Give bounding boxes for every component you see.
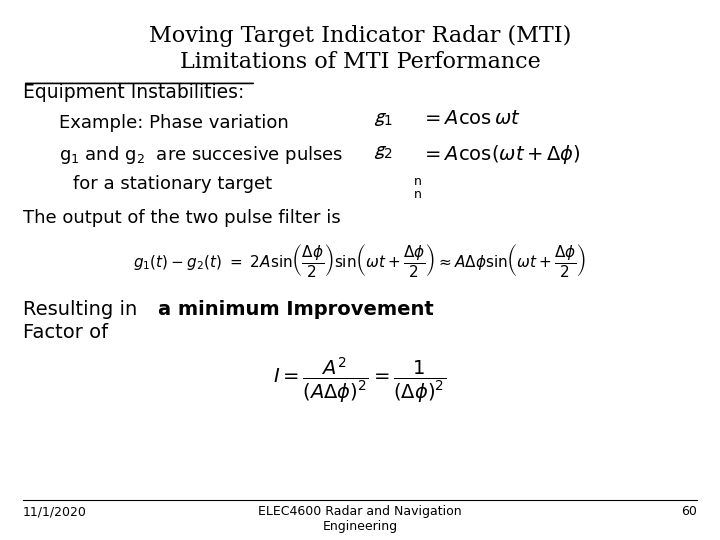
Text: a minimum Improvement: a minimum Improvement: [158, 300, 433, 319]
Text: $\mathcal{g}_1$: $\mathcal{g}_1$: [374, 110, 394, 128]
Text: 11/1/2020: 11/1/2020: [23, 505, 87, 518]
Text: ELEC4600 Radar and Navigation
Engineering: ELEC4600 Radar and Navigation Engineerin…: [258, 505, 462, 533]
Text: Factor of: Factor of: [23, 323, 108, 342]
Text: 60: 60: [681, 505, 697, 518]
Text: Equipment Instabilities:: Equipment Instabilities:: [23, 83, 244, 103]
Text: Example: Phase variation: Example: Phase variation: [59, 113, 289, 132]
Text: n: n: [414, 188, 422, 201]
Text: $= A\cos\omega t$: $= A\cos\omega t$: [421, 110, 521, 128]
Text: $= A\cos\!\left(\omega t + \Delta\phi\right)$: $= A\cos\!\left(\omega t + \Delta\phi\ri…: [421, 143, 581, 166]
Text: Moving Target Indicator Radar (MTI)
Limitations of MTI Performance: Moving Target Indicator Radar (MTI) Limi…: [149, 25, 571, 73]
Text: $\mathcal{g}_2$: $\mathcal{g}_2$: [374, 143, 393, 161]
Text: $I = \dfrac{A^2}{\left(A\Delta\phi\right)^2} = \dfrac{1}{\left(\Delta\phi\right): $I = \dfrac{A^2}{\left(A\Delta\phi\right…: [274, 356, 446, 406]
Text: Resulting in: Resulting in: [23, 300, 143, 319]
Text: for a stationary target: for a stationary target: [73, 175, 272, 193]
Text: $g_1(t) - g_2(t) \ = \ 2A\sin\!\left(\dfrac{\Delta\phi}{2}\right)\sin\!\left(\om: $g_1(t) - g_2(t) \ = \ 2A\sin\!\left(\df…: [133, 242, 587, 279]
Text: g$_1$ and g$_2$  are succesive pulses: g$_1$ and g$_2$ are succesive pulses: [59, 144, 343, 166]
Text: The output of the two pulse filter is: The output of the two pulse filter is: [23, 209, 341, 227]
Text: n: n: [414, 175, 422, 188]
